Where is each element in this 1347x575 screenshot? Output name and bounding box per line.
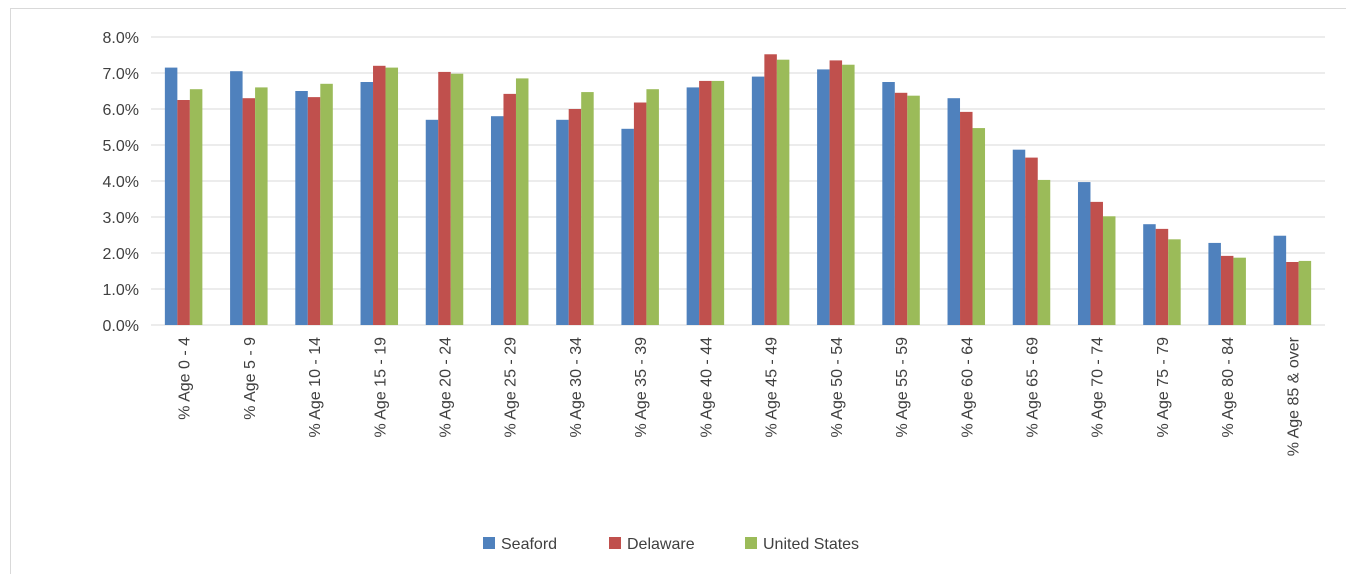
bar-seaford — [490, 116, 504, 325]
y-axis-tick-labels: 0.0% 1.0% 2.0% 3.0% 4.0% 5.0% 6.0% 7.0% 8.0% — [103, 30, 139, 335]
bars — [164, 54, 1312, 326]
bar-united-states — [581, 92, 594, 325]
x-tick-label: % Age 75 - 79 — [1155, 337, 1172, 438]
x-tick-label: % Age 80 - 84 — [1220, 337, 1237, 438]
x-tick-label: % Age 65 - 69 — [1025, 337, 1042, 438]
y-tick-label: 1.0% — [103, 282, 139, 299]
x-tick-label: % Age 50 - 54 — [829, 337, 846, 438]
bar-delaware — [1220, 255, 1234, 325]
bar-united-states — [1298, 260, 1312, 325]
y-tick-label: 5.0% — [103, 138, 139, 155]
bar-united-states — [1102, 216, 1116, 325]
legend-label: Delaware — [627, 536, 695, 553]
bar-seaford — [621, 128, 634, 325]
bar-united-states — [972, 128, 986, 325]
bar-seaford — [1077, 182, 1091, 325]
x-tick-label: % Age 0 - 4 — [177, 337, 194, 420]
x-tick-label: % Age 10 - 14 — [307, 337, 324, 438]
bar-seaford — [556, 119, 569, 325]
bar-seaford — [164, 67, 178, 325]
bar-seaford — [230, 71, 243, 325]
x-tick-label: % Age 70 - 74 — [1090, 337, 1107, 438]
bar-delaware — [764, 54, 777, 325]
bar-united-states — [320, 83, 333, 325]
bar-seaford — [360, 82, 374, 325]
y-tick-label: 4.0% — [103, 174, 139, 191]
bar-united-states — [1037, 179, 1051, 325]
bar-seaford — [1273, 235, 1287, 325]
bar-seaford — [425, 119, 439, 325]
bar-delaware — [960, 111, 973, 325]
y-tick-label: 8.0% — [103, 30, 139, 47]
legend: Seaford Delaware United States — [483, 536, 859, 553]
gridlines — [151, 36, 1325, 326]
bar-united-states — [842, 64, 855, 325]
bar-delaware — [568, 109, 582, 325]
y-tick-label: 7.0% — [103, 66, 139, 83]
bar-delaware — [307, 97, 321, 326]
bar-delaware — [829, 60, 843, 326]
bar-united-states — [776, 59, 790, 326]
bar-delaware — [1025, 157, 1038, 325]
legend-label: United States — [763, 536, 859, 553]
bar-united-states — [515, 78, 529, 326]
chart-frame: 0.0% 1.0% 2.0% 3.0% 4.0% 5.0% 6.0% 7.0% 8.0% % A… — [10, 8, 1346, 574]
bar-united-states — [189, 89, 203, 325]
bar-united-states — [711, 80, 725, 325]
legend-swatch — [609, 537, 621, 549]
bar-delaware — [373, 65, 386, 326]
bar-united-states — [385, 67, 399, 325]
x-tick-label: % Age 20 - 24 — [438, 337, 455, 438]
bar-seaford — [1143, 224, 1156, 325]
bar-seaford — [1012, 149, 1026, 325]
bar-delaware — [699, 80, 712, 325]
bar-delaware — [633, 102, 647, 326]
x-tick-label: % Age 85 & over — [1285, 336, 1302, 456]
x-tick-label: % Age 60 - 64 — [959, 337, 976, 438]
y-tick-label: 2.0% — [103, 246, 139, 263]
bar-delaware — [438, 71, 451, 325]
bar-united-states — [1233, 257, 1246, 325]
bar-seaford — [751, 76, 765, 325]
bar-seaford — [686, 87, 700, 326]
bar-delaware — [177, 100, 190, 325]
bar-delaware — [1286, 262, 1299, 325]
x-tick-label: % Age 15 - 19 — [372, 337, 389, 438]
x-tick-label: % Age 5 - 9 — [242, 337, 259, 420]
x-axis-tick-labels: % Age 0 - 4 % Age 5 - 9 % Age 10 - 14 % Age… — [177, 336, 1303, 456]
bar-delaware — [1090, 201, 1103, 325]
bar-delaware — [242, 98, 256, 325]
legend-swatch — [483, 537, 495, 549]
bar-united-states — [1168, 239, 1181, 325]
y-tick-label: 6.0% — [103, 102, 139, 119]
bar-seaford — [295, 91, 308, 325]
x-tick-label: % Age 55 - 59 — [894, 337, 911, 438]
bar-delaware — [894, 92, 908, 325]
bar-united-states — [907, 95, 920, 326]
y-tick-label: 3.0% — [103, 210, 139, 227]
x-tick-label: % Age 25 - 29 — [503, 337, 520, 438]
bar-delaware — [503, 93, 516, 325]
bar-seaford — [882, 82, 895, 325]
bar-seaford — [817, 69, 830, 326]
bar-delaware — [1155, 228, 1169, 325]
y-tick-label: 0.0% — [103, 318, 139, 335]
x-tick-label: % Age 45 - 49 — [764, 337, 781, 438]
bar-united-states — [255, 87, 268, 326]
bar-united-states — [450, 73, 464, 325]
bar-seaford — [947, 98, 961, 325]
bar-seaford — [1208, 242, 1221, 325]
x-tick-label: % Age 30 - 34 — [568, 337, 585, 438]
bar-united-states — [646, 89, 659, 325]
x-tick-label: % Age 40 - 44 — [698, 337, 715, 438]
chart: 0.0% 1.0% 2.0% 3.0% 4.0% 5.0% 6.0% 7.0% 8.0% % A… — [103, 30, 1325, 553]
legend-swatch — [745, 537, 757, 549]
legend-label: Seaford — [501, 536, 557, 553]
x-tick-label: % Age 35 - 39 — [633, 337, 650, 438]
